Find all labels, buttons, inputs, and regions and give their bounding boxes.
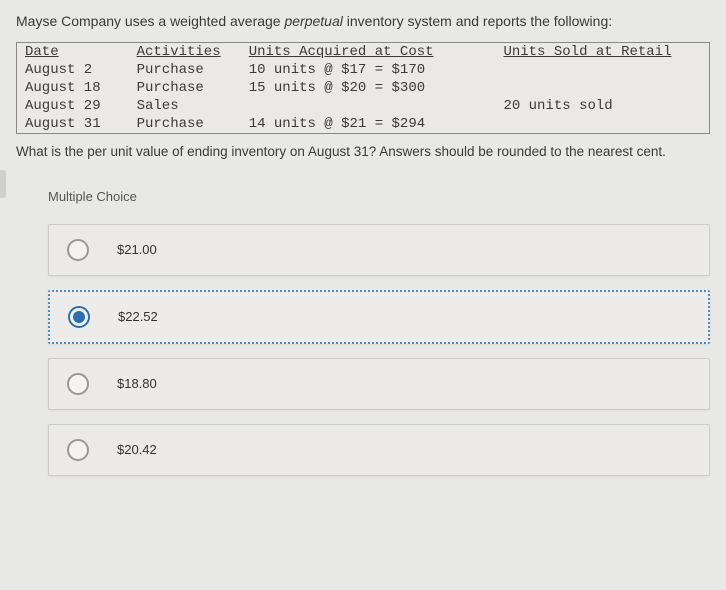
cell-acquired: 14 units @ $21 = $294 (241, 115, 496, 134)
cell-date: August 18 (17, 79, 129, 97)
header-acquired: Units Acquired at Cost (241, 42, 496, 61)
option-label: $21.00 (117, 242, 157, 257)
followup-question: What is the per unit value of ending inv… (0, 134, 726, 179)
option-label: $22.52 (118, 309, 158, 324)
option-label: $18.80 (117, 376, 157, 391)
table-header-row: Date Activities Units Acquired at Cost U… (17, 42, 710, 61)
option-d[interactable]: $20.42 (48, 424, 710, 476)
cell-sold (495, 79, 709, 97)
option-c[interactable]: $18.80 (48, 358, 710, 410)
cell-date: August 2 (17, 61, 129, 79)
table-row: August 2 Purchase 10 units @ $17 = $170 (17, 61, 710, 79)
radio-icon[interactable] (67, 239, 89, 261)
option-label: $20.42 (117, 442, 157, 457)
cell-acquired (241, 97, 496, 115)
cell-sold: 20 units sold (495, 97, 709, 115)
header-sold: Units Sold at Retail (495, 42, 709, 61)
radio-icon[interactable] (67, 373, 89, 395)
table-row: August 29 Sales 20 units sold (17, 97, 710, 115)
table-row: August 31 Purchase 14 units @ $21 = $294 (17, 115, 710, 134)
question-intro-text: Mayse Company uses a weighted average pe… (16, 13, 612, 29)
left-edge-tab (0, 170, 6, 198)
cell-date: August 29 (17, 97, 129, 115)
radio-icon[interactable] (67, 439, 89, 461)
cell-activities: Purchase (129, 79, 241, 97)
cell-acquired: 10 units @ $17 = $170 (241, 61, 496, 79)
header-date: Date (17, 42, 129, 61)
cell-activities: Sales (129, 97, 241, 115)
cell-activities: Purchase (129, 115, 241, 134)
multiple-choice-label: Multiple Choice (0, 179, 726, 224)
cell-sold (495, 61, 709, 79)
table-row: August 18 Purchase 15 units @ $20 = $300 (17, 79, 710, 97)
cell-date: August 31 (17, 115, 129, 134)
cell-sold (495, 115, 709, 134)
header-activities: Activities (129, 42, 241, 61)
option-b[interactable]: $22.52 (48, 290, 710, 344)
radio-icon[interactable] (68, 306, 90, 328)
inventory-data-table: Date Activities Units Acquired at Cost U… (16, 42, 710, 134)
cell-acquired: 15 units @ $20 = $300 (241, 79, 496, 97)
option-a[interactable]: $21.00 (48, 224, 710, 276)
question-intro: Mayse Company uses a weighted average pe… (0, 0, 726, 42)
cell-activities: Purchase (129, 61, 241, 79)
